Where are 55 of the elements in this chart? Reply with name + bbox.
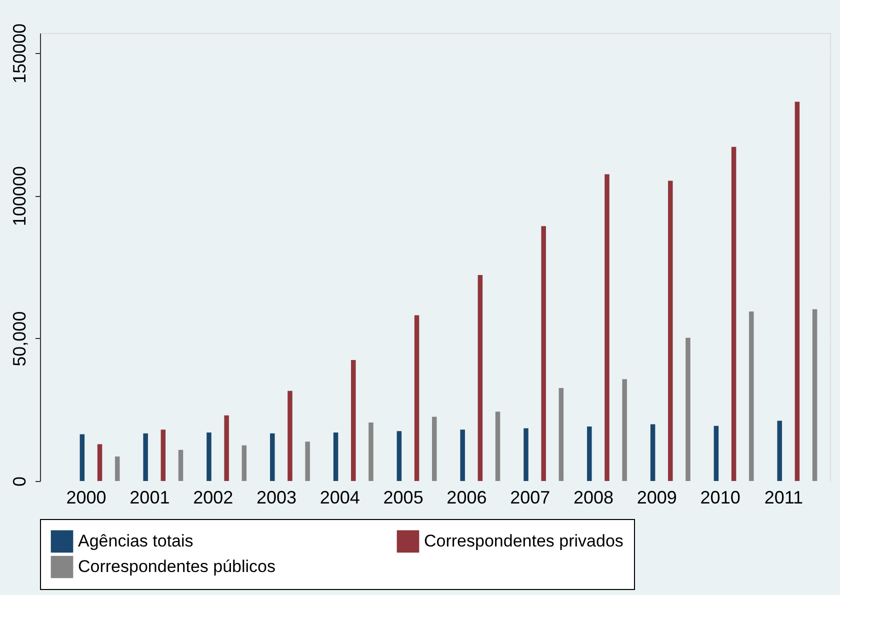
- y-tick-label: 50,000: [10, 311, 30, 366]
- x-tick-label: 2002: [193, 488, 234, 508]
- x-tick-label: 2005: [383, 488, 424, 508]
- bar: [80, 434, 85, 481]
- x-tick-label: 2003: [256, 488, 297, 508]
- x-tick-label: 2008: [573, 488, 614, 508]
- bar: [668, 180, 673, 481]
- bar: [114, 456, 120, 481]
- y-tick-label: 100000: [10, 166, 30, 226]
- bar: [558, 388, 564, 481]
- bar: [288, 390, 292, 481]
- bar: [794, 102, 800, 481]
- bar: [333, 432, 338, 481]
- bar: [478, 274, 483, 481]
- bar: [812, 309, 818, 481]
- bar: [541, 226, 546, 481]
- bar: [368, 422, 374, 481]
- bar: [178, 450, 184, 481]
- bar: [460, 430, 465, 481]
- y-tick-label: 0: [10, 476, 30, 487]
- bar: [160, 430, 166, 481]
- bar: [587, 426, 592, 481]
- bar: [270, 433, 275, 481]
- bar: [622, 379, 627, 481]
- x-tick-label: 2006: [446, 488, 487, 508]
- bar: [206, 432, 212, 481]
- bar: [650, 424, 656, 481]
- bar: [714, 426, 719, 481]
- bar: [97, 444, 102, 481]
- bar: [777, 420, 782, 481]
- bar: [351, 360, 356, 481]
- legend-label: Correspondentes públicos: [78, 557, 276, 576]
- bar: [495, 412, 500, 481]
- bar: [414, 315, 420, 481]
- bar: [524, 428, 528, 481]
- y-tick-label: 150000: [10, 23, 30, 84]
- bar: [305, 442, 310, 481]
- bar: [224, 415, 229, 481]
- legend-label: Agências totais: [78, 531, 194, 550]
- x-tick-label: 2010: [700, 488, 740, 508]
- x-tick-label: 2000: [66, 488, 106, 508]
- bar: [242, 445, 247, 481]
- x-tick-label: 2001: [130, 488, 170, 508]
- bar: [396, 431, 402, 481]
- bar: [143, 433, 148, 481]
- bar: [686, 338, 690, 481]
- bar: [432, 416, 437, 481]
- bar: [731, 146, 736, 481]
- x-tick-label: 2011: [764, 488, 804, 508]
- x-tick-label: 2007: [510, 488, 550, 508]
- bar: [749, 312, 754, 481]
- legend-label: Correspondentes privados: [424, 531, 624, 550]
- x-tick-label: 2004: [320, 488, 360, 508]
- x-tick-label: 2009: [636, 488, 677, 508]
- bar: [604, 174, 610, 481]
